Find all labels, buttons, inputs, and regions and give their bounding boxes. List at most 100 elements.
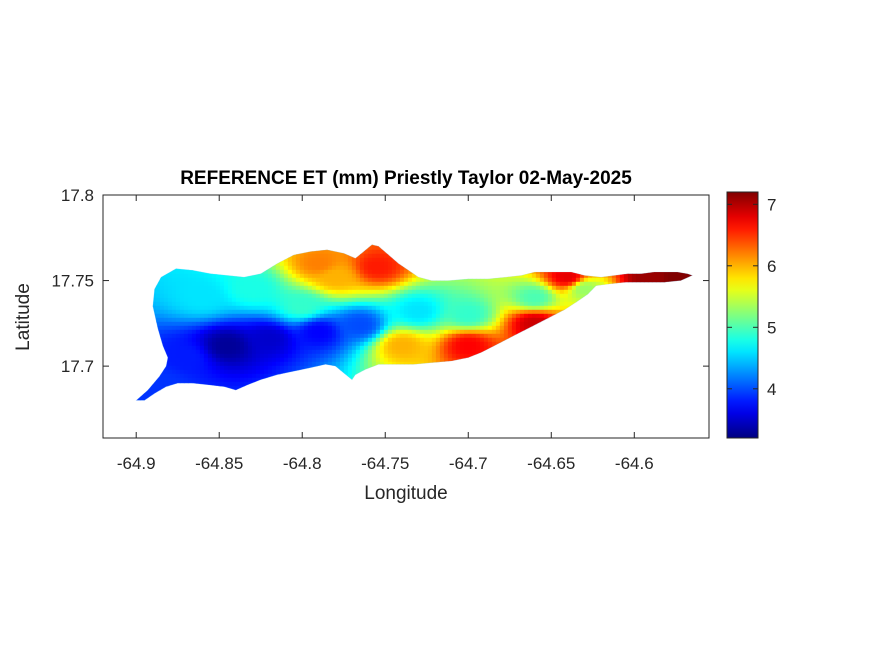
field-cell [563,277,569,283]
field-cell [247,285,253,291]
field-cell [143,269,149,275]
field-cell [404,406,409,411]
field-cell [383,293,389,299]
field-cell [555,249,561,255]
field-cell [359,313,365,319]
field-cell [267,261,273,267]
field-cell [136,309,141,315]
field-cell [463,249,469,255]
field-cell [239,365,245,371]
field-cell [519,353,525,359]
field-cell [495,277,501,283]
field-cell [367,357,373,363]
field-cell [235,373,241,379]
field-cell [307,309,313,315]
field-cell [435,357,441,363]
field-cell [483,281,489,287]
field-cell [299,245,305,251]
field-cell [311,285,317,291]
field-cell [191,297,197,303]
field-cell [531,245,537,251]
field-cell [251,365,257,371]
field-cell [187,309,193,315]
field-cell [231,325,237,331]
field-cell [447,265,453,271]
field-cell [439,313,445,319]
field-cell [535,397,541,401]
field-cell [539,277,545,283]
field-cell [551,333,557,339]
field-cell [223,341,229,347]
field-cell [487,285,493,291]
field-cell [507,321,513,327]
field-cell [300,238,305,243]
field-cell [559,361,565,367]
field-cell [307,321,313,327]
field-cell [579,389,585,395]
field-cell [343,337,349,343]
field-cell [199,365,205,371]
field-cell [439,321,445,327]
field-cell [275,309,281,315]
field-cell [220,406,225,411]
field-cell [583,393,589,399]
field-cell [471,329,477,335]
field-cell [483,265,489,271]
field-cell [387,357,393,363]
field-cell [563,281,569,287]
field-cell [363,281,369,287]
field-cell [223,325,229,331]
field-cell [455,325,461,331]
field-cell [128,246,133,251]
field-cell [351,245,357,251]
field-cell [435,249,441,255]
field-cell [136,249,141,255]
field-cell [323,277,329,283]
field-cell [283,297,289,303]
field-cell [359,385,365,391]
field-cell [175,249,181,255]
field-cell [451,397,457,401]
field-cell [423,313,429,319]
field-cell [511,329,517,335]
field-cell [235,261,241,267]
field-cell [379,281,385,287]
field-cell [543,261,549,267]
field-cell [503,317,509,323]
field-cell [180,406,185,411]
field-cell [171,337,177,343]
field-cell [483,341,489,347]
field-cell [359,389,365,395]
field-cell [191,317,197,323]
field-cell [495,369,501,375]
field-cell [207,293,213,299]
field-cell [347,341,353,347]
field-cell [591,249,597,255]
field-cell [363,285,369,291]
field-cell [155,313,161,319]
field-cell [291,373,297,379]
field-cell [407,397,413,401]
field-cell [323,244,329,247]
field-cell [315,389,321,395]
field-cell [311,357,317,363]
field-cell [355,317,361,323]
field-cell [291,313,297,319]
field-cell [195,313,201,319]
field-cell [572,406,577,411]
field-cell [191,261,197,267]
field-cell [291,353,297,359]
field-cell [399,265,405,271]
field-cell [299,317,305,323]
field-cell [491,289,497,295]
field-cell [279,393,285,399]
field-cell [475,345,481,351]
field-cell [215,269,221,275]
field-cell [375,337,381,343]
field-cell [371,341,377,347]
field-cell [571,329,577,335]
field-cell [495,397,501,401]
field-cell [219,305,225,311]
field-cell [151,257,157,263]
field-cell [539,257,545,263]
